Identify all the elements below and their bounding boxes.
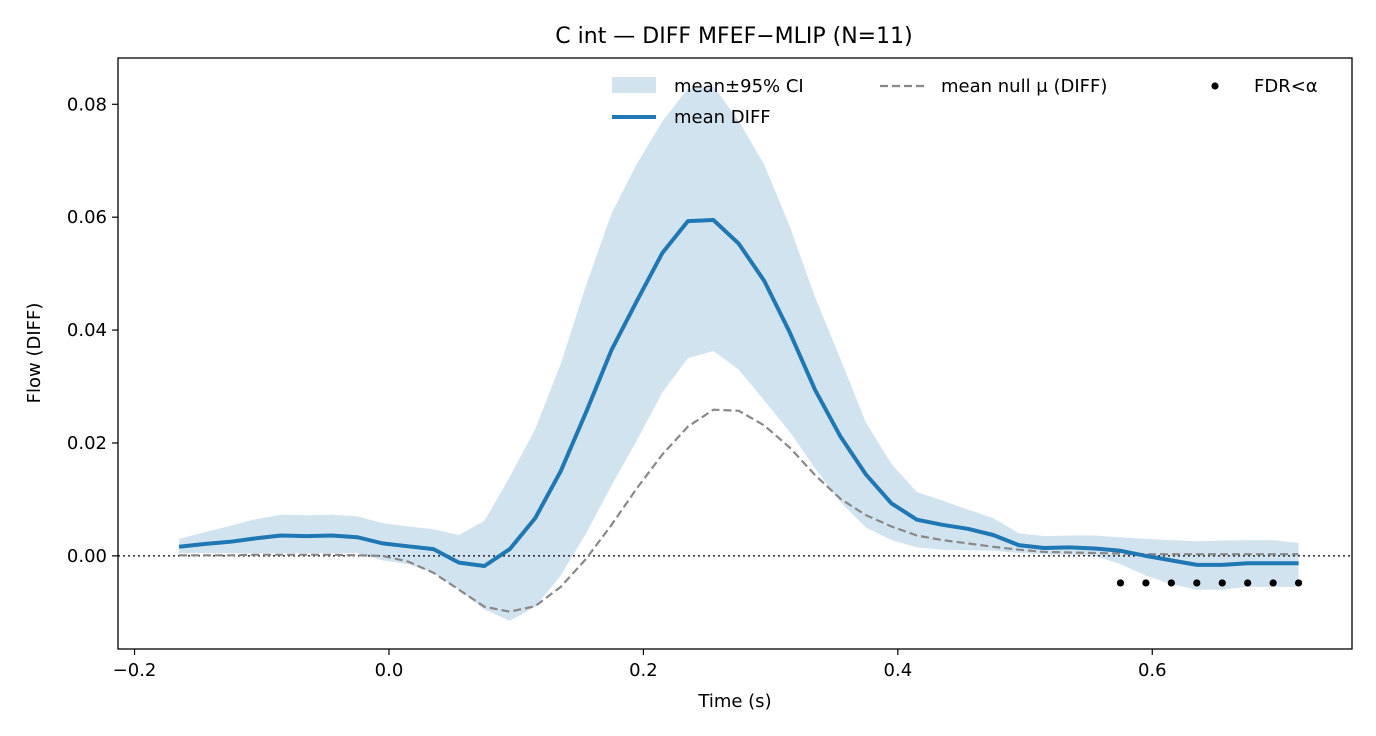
ci-band bbox=[179, 86, 1299, 621]
y-tick-label: 0.08 bbox=[67, 94, 107, 115]
fdr-marker bbox=[1244, 579, 1252, 587]
y-tick-label: 0.02 bbox=[67, 433, 107, 454]
x-tick-label: 0.2 bbox=[629, 660, 658, 681]
y-tick-label: 0.00 bbox=[67, 546, 107, 567]
x-tick-label: 0.6 bbox=[1138, 660, 1167, 681]
plot-frame bbox=[117, 57, 1353, 650]
y-axis-label: Flow (DIFF) bbox=[24, 303, 45, 404]
legend-swatch-ci bbox=[612, 77, 656, 93]
fdr-marker bbox=[1218, 579, 1226, 587]
fdr-marker bbox=[1142, 579, 1150, 587]
x-tick-label: 0.0 bbox=[375, 660, 404, 681]
legend-label-fdr: FDR<α bbox=[1254, 76, 1318, 97]
y-tick-label: 0.06 bbox=[67, 207, 107, 228]
fdr-marker bbox=[1193, 579, 1201, 587]
fdr-marker bbox=[1269, 579, 1277, 587]
mean-diff-line bbox=[178, 218, 1299, 568]
legend-swatch-fdr bbox=[1211, 82, 1219, 90]
y-tick-label: 0.04 bbox=[67, 320, 107, 341]
legend-label-null: mean null μ (DIFF) bbox=[941, 76, 1107, 97]
x-tick-label: −0.2 bbox=[113, 660, 157, 681]
legend: mean±95% CI mean DIFF mean null μ (DIFF) FD… bbox=[612, 76, 1318, 128]
fdr-marker bbox=[1116, 579, 1125, 587]
x-tick-label: 0.4 bbox=[884, 660, 913, 681]
legend-label-ci: mean±95% CI bbox=[674, 76, 804, 97]
fdr-marker bbox=[1294, 579, 1303, 587]
chart-title: C int — DIFF MFEF−MLIP (N=11) bbox=[555, 24, 912, 49]
plot-area bbox=[118, 86, 1352, 621]
axes: −0.2 0.0 0.2 0.4 0.6 0.00 0.02 0.04 0.06 0.08 bbox=[67, 94, 1167, 681]
null-mean-line bbox=[179, 408, 1299, 613]
fdr-marker bbox=[1167, 579, 1175, 587]
legend-label-mean: mean DIFF bbox=[674, 107, 771, 128]
x-axis-label: Time (s) bbox=[697, 691, 771, 712]
